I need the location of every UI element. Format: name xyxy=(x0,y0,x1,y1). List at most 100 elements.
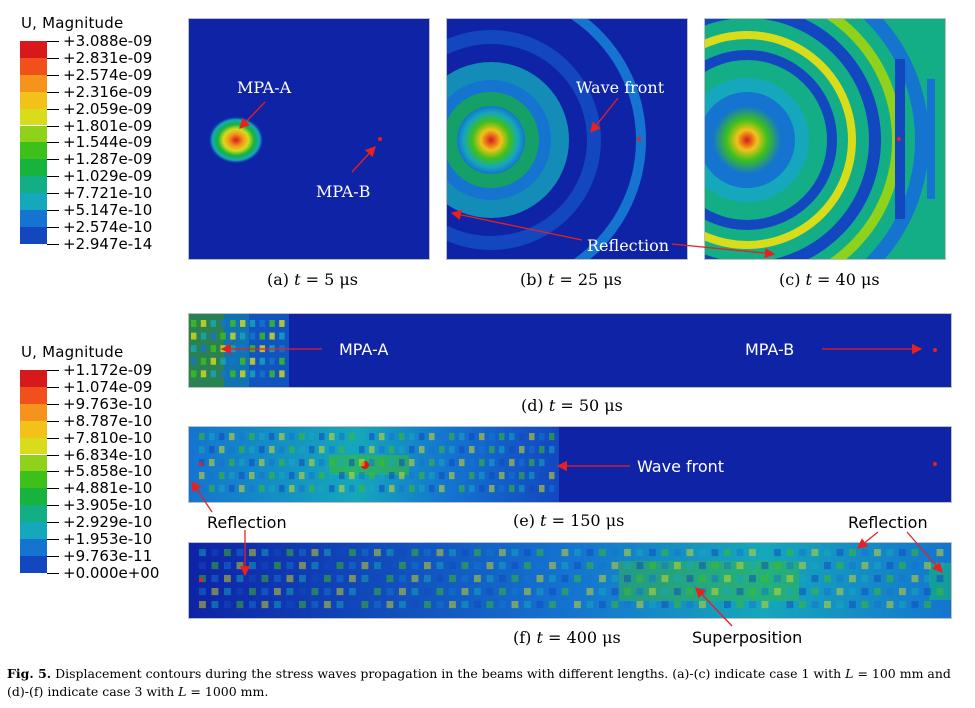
contour-blob xyxy=(636,562,644,570)
contour-blob xyxy=(736,549,744,557)
contour-blob xyxy=(449,549,456,557)
contour-blob xyxy=(399,446,405,454)
contour-blob xyxy=(220,320,226,327)
contour-blob xyxy=(524,588,531,596)
contour-blob xyxy=(339,446,345,454)
arrow-reflection-b xyxy=(450,209,583,241)
contour-blob xyxy=(279,370,285,378)
legend-label: +5.147e-10 xyxy=(63,201,153,219)
contour-blob xyxy=(269,370,275,378)
mpa-a-dot-f xyxy=(199,578,203,582)
contour-blob xyxy=(436,549,444,557)
contour-blob xyxy=(599,601,606,609)
contour-blob xyxy=(411,601,419,609)
contour-blob xyxy=(374,588,381,596)
contour-blob xyxy=(274,601,281,609)
contour-blob xyxy=(249,459,255,467)
contour-blob xyxy=(399,459,405,467)
contour-blob xyxy=(461,588,469,596)
arrow-reflection-c xyxy=(671,243,776,259)
contour-blob xyxy=(461,601,469,609)
contour-blob xyxy=(239,485,245,493)
contour-blob xyxy=(774,549,781,557)
legend-tick xyxy=(47,108,59,110)
contour-blob xyxy=(661,601,669,609)
legend-swatch xyxy=(20,125,47,143)
contour-blob xyxy=(499,459,505,467)
contour-blob xyxy=(259,472,265,480)
contour-blob xyxy=(561,562,569,570)
contour-blob xyxy=(249,332,256,340)
legend-label: +2.316e-09 xyxy=(63,82,153,101)
contour-blob xyxy=(249,433,255,441)
legend-tick xyxy=(47,555,59,557)
contour-blob xyxy=(289,459,295,467)
contour-blob xyxy=(261,575,269,583)
contour-blob xyxy=(289,472,295,480)
contour-blob xyxy=(211,588,219,596)
contour-blob xyxy=(711,588,719,596)
contour-blob xyxy=(349,575,356,583)
contour-blob xyxy=(329,472,335,480)
contour-blob xyxy=(236,562,244,570)
contour-blob xyxy=(439,459,445,467)
contour-blob xyxy=(849,575,856,583)
contour-blob xyxy=(469,433,475,441)
contour-blob xyxy=(499,472,505,480)
contour-blob xyxy=(586,601,594,609)
contour-blob xyxy=(786,601,794,609)
contour-blob xyxy=(409,433,415,441)
contour-blob xyxy=(499,446,505,454)
contour-blob xyxy=(379,446,385,454)
panel-b-contour xyxy=(446,18,688,260)
contour-blob xyxy=(236,601,244,609)
contour-blob xyxy=(519,485,525,493)
contour-blob xyxy=(389,472,395,480)
contour-blob xyxy=(211,549,219,557)
contour-blob xyxy=(724,588,731,596)
mpa-a-dot-e xyxy=(199,462,203,466)
contour-blob xyxy=(411,588,419,596)
contour-blob xyxy=(686,588,694,596)
contour-blob xyxy=(259,459,265,467)
contour-blob xyxy=(586,588,594,596)
contour-blob xyxy=(349,472,355,480)
contour-blob xyxy=(624,562,631,570)
contour-blob xyxy=(539,459,545,467)
legend-swatch xyxy=(20,454,47,472)
contour-blob xyxy=(611,549,619,557)
contour-blob xyxy=(429,459,435,467)
contour-blob xyxy=(886,549,894,557)
contour-blob xyxy=(399,433,405,441)
panel-e-contour xyxy=(188,426,952,503)
legend-swatch xyxy=(20,41,47,58)
legend-label: +1.172e-09 xyxy=(63,361,153,379)
contour-blob xyxy=(661,575,669,583)
contour-blob xyxy=(259,433,265,441)
contour-blob xyxy=(274,549,281,557)
contour-blob xyxy=(749,562,756,570)
contour-blob xyxy=(229,472,235,480)
contour-blob xyxy=(536,549,544,557)
contour-blob xyxy=(289,485,295,493)
contour-blob xyxy=(489,472,495,480)
legend-tick xyxy=(47,572,59,574)
contour-blob xyxy=(786,588,794,596)
contour-blob xyxy=(311,549,319,557)
contour-blob xyxy=(674,575,681,583)
contour-blob xyxy=(329,459,335,467)
contour-blob xyxy=(924,562,931,570)
legend-swatch xyxy=(20,420,47,438)
contour-blob xyxy=(459,472,465,480)
contour-blob xyxy=(239,446,245,454)
contour-blob xyxy=(386,575,394,583)
contour-blob xyxy=(299,485,305,493)
contour-blob xyxy=(374,601,381,609)
contour-blob xyxy=(199,588,206,596)
legend-label: +9.763e-11 xyxy=(63,546,153,565)
legend-tick xyxy=(47,125,59,127)
legend-tick xyxy=(47,488,59,490)
contour-blob xyxy=(240,320,246,327)
contour-blob xyxy=(286,601,294,609)
